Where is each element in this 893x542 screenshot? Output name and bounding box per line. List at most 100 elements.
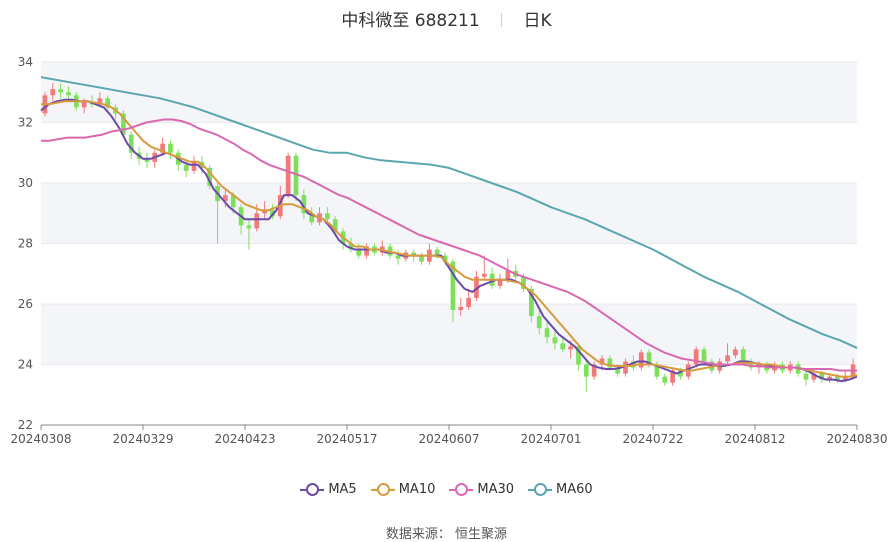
stock-code: 688211 (414, 11, 480, 31)
legend-ma60[interactable]: MA60 (528, 482, 593, 497)
candle-body (105, 98, 111, 108)
grid-band (41, 304, 857, 365)
candle-body (654, 364, 660, 377)
ma10-swatch-icon (370, 482, 395, 497)
candle-body (348, 243, 354, 250)
candle-body (121, 113, 126, 135)
candle-body (740, 349, 746, 362)
candle-body (144, 158, 150, 162)
candle-body (811, 373, 817, 380)
x-tick-label: 20240329 (112, 432, 173, 446)
candle-body (599, 358, 605, 365)
candle-body (568, 346, 573, 350)
title-divider (501, 13, 503, 27)
candle-body (646, 352, 652, 365)
candle-body (254, 213, 260, 229)
legend-ma10[interactable]: MA10 (370, 482, 436, 497)
candle-body (442, 255, 448, 262)
candle-body (591, 364, 597, 377)
candle-body (536, 316, 542, 329)
stock-name: 中科微至 (341, 11, 410, 31)
candle-body (183, 164, 189, 171)
candle-body (529, 288, 534, 317)
candle-body (230, 195, 236, 208)
candle-body (81, 101, 87, 108)
candle-body (160, 143, 165, 153)
x-tick-label: 20240722 (622, 432, 683, 446)
candle-body (497, 279, 503, 286)
ma30-swatch-icon (449, 482, 474, 497)
period-label[interactable]: 日K (523, 11, 552, 31)
candle-body (293, 155, 299, 196)
candle-body (168, 143, 173, 153)
candle-body (309, 213, 315, 223)
ma60-swatch-icon (528, 482, 553, 497)
data-source: 数据来源： 恒生聚源 (385, 527, 508, 542)
candle-body (285, 155, 291, 196)
series-line-ma60 (40, 76, 858, 349)
candle-body (552, 337, 558, 344)
y-tick-label: 24 (18, 358, 33, 372)
x-tick-label: 20240830 (826, 432, 887, 446)
legend-label-ma5: MA5 (328, 482, 357, 497)
candle-body (733, 349, 738, 356)
candle-body (128, 134, 134, 153)
grid-band (41, 183, 857, 244)
candle-body (191, 161, 197, 171)
candle-body (58, 89, 63, 93)
candle-body (725, 355, 730, 362)
candle-body (521, 276, 526, 289)
candle-body (356, 249, 362, 256)
candle-body (638, 352, 644, 368)
candle-body (827, 376, 832, 380)
candle-body (615, 367, 621, 374)
legend-label-ma10: MA10 (398, 482, 436, 497)
candle-body (50, 89, 56, 96)
legend-ma30[interactable]: MA30 (449, 482, 514, 497)
y-tick-label: 28 (18, 237, 33, 251)
candle-body (66, 92, 71, 96)
legend-ma5[interactable]: MA5 (300, 482, 357, 497)
candle-body (419, 255, 424, 262)
candle-body (207, 167, 213, 187)
x-tick-label: 20240517 (316, 432, 377, 446)
candle-body (395, 255, 401, 259)
candle-body (332, 219, 338, 232)
x-tick-label: 20240423 (214, 432, 275, 446)
y-tick-label: 26 (18, 297, 33, 311)
series-line-ma30 (41, 118, 857, 372)
legend-label-ma30: MA30 (477, 482, 515, 497)
candle-body (262, 210, 267, 214)
ma5-swatch-icon (300, 482, 325, 497)
candle-body (481, 273, 487, 277)
candle-body (662, 376, 668, 383)
candle-body (748, 361, 754, 368)
x-tick-label: 20240701 (520, 432, 581, 446)
x-tick-label: 20240812 (724, 432, 785, 446)
candle-body (670, 370, 675, 383)
candle-body (819, 373, 825, 380)
y-tick-label: 32 (18, 116, 33, 130)
x-tick-label: 20240607 (418, 432, 479, 446)
candle-body (411, 252, 417, 256)
candle-body (583, 364, 589, 377)
y-tick-label: 22 (18, 418, 33, 432)
candle-body (223, 195, 228, 202)
x-tick-label: 20240308 (10, 432, 71, 446)
chart-title: 中科微至 688211 日K (0, 6, 893, 31)
candle-body (364, 246, 369, 256)
candle-body (842, 376, 848, 380)
candle-body (450, 261, 456, 311)
y-tick-label: 34 (18, 55, 33, 69)
candle-body (474, 276, 479, 298)
candle-body (97, 98, 103, 105)
candle-body (246, 225, 252, 229)
candle-body (505, 270, 511, 280)
candle-body (434, 249, 440, 256)
candle-body (701, 349, 707, 362)
candle-body (607, 358, 613, 368)
chart-legend: MA5 MA10 MA30 MA60 (0, 482, 893, 497)
candle-body (835, 376, 840, 380)
grid-band (41, 62, 857, 123)
